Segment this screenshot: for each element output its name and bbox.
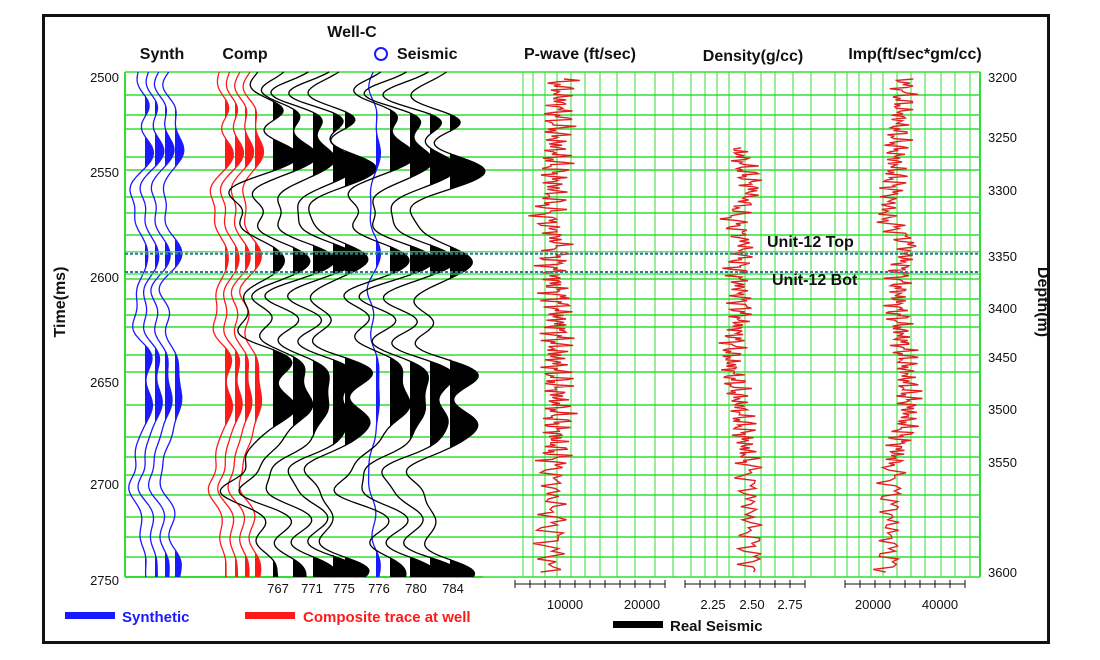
depth-tick: 3450: [988, 350, 1017, 365]
impedance-log: [873, 78, 923, 573]
composite-trace-fill: [255, 72, 264, 577]
well-synthetic-trace-fill: [376, 72, 381, 577]
seismic-marker-icon: [374, 47, 388, 61]
legend-composite: Composite trace at well: [303, 609, 471, 626]
time-tick: 2550: [90, 165, 119, 180]
title-well: Well-C: [327, 24, 377, 41]
panel-title-comp: Comp: [222, 46, 268, 63]
trace-label: 776: [368, 581, 390, 596]
figure-frame: Well-C Synth Comp Seismic P-wave (ft/sec…: [42, 14, 1051, 644]
legend-seismic-swatch: [613, 621, 663, 628]
time-tick: 2750: [90, 573, 119, 588]
time-tick: 2500: [90, 70, 119, 85]
panel-title-synth: Synth: [140, 46, 184, 63]
seismic-trace-fill: [345, 72, 377, 577]
synthetic-trace-fill: [155, 72, 164, 577]
depth-tick: 3200: [988, 70, 1017, 85]
legend-synthetic: Synthetic: [122, 609, 190, 626]
seismic-trace: [405, 71, 486, 578]
depth-tick: 3300: [988, 183, 1017, 198]
seismic-trace: [303, 71, 377, 578]
pwave-tick: 20000: [624, 597, 660, 612]
pwave-tick: 10000: [547, 597, 583, 612]
seismic-trace-fill: [410, 72, 435, 577]
well-tie-chart: Well-C Synth Comp Seismic P-wave (ft/sec…: [52, 24, 1051, 635]
time-tick: 2650: [90, 375, 119, 390]
time-tick: 2700: [90, 477, 119, 492]
well-logs: [528, 78, 923, 573]
synthetic-trace: [158, 71, 185, 578]
synthetic-trace: [137, 71, 165, 577]
depth-tick: 3400: [988, 301, 1017, 316]
composite-trace: [217, 71, 245, 578]
seismic-trace: [381, 71, 460, 578]
trace-label: 775: [333, 581, 355, 596]
depth-axis-label: Depth(m): [1034, 267, 1047, 337]
synthetic-trace: [128, 71, 155, 578]
trace-label: 771: [301, 581, 323, 596]
legend-seismic: Real Seismic: [670, 618, 763, 635]
density-tick: 2.75: [777, 597, 802, 612]
horizon-lines: [125, 251, 980, 275]
depth-tick: 3500: [988, 402, 1017, 417]
seismic-trace-fill: [450, 72, 485, 577]
imp-tick: 40000: [922, 597, 958, 612]
axis-text: Well-C Synth Comp Seismic P-wave (ft/sec…: [52, 24, 1051, 635]
density-tick: 2.50: [739, 597, 764, 612]
trace-label: 784: [442, 581, 464, 596]
legend-composite-swatch: [245, 612, 295, 619]
density-log: [718, 147, 763, 573]
trace-label: 767: [267, 581, 289, 596]
wiggle-traces: [128, 71, 486, 578]
imp-tick: 20000: [855, 597, 891, 612]
seismic-trace-fill: [293, 72, 317, 577]
time-tick: 2600: [90, 270, 119, 285]
depth-tick: 3350: [988, 249, 1017, 264]
panel-title-imp: Imp(ft/sec*gm/cc): [848, 46, 981, 63]
grid-lines: [124, 71, 981, 588]
depth-tick: 3250: [988, 130, 1017, 145]
seismic-trace-fill: [313, 72, 336, 577]
panel-title-seismic: Seismic: [397, 46, 458, 63]
time-axis-label: Time(ms): [52, 267, 69, 338]
pwave-log: [528, 78, 580, 573]
seismic-trace-fill: [430, 72, 459, 577]
panel-title-pwave: P-wave (ft/sec): [524, 46, 636, 63]
panel-title-density: Density(g/cc): [703, 48, 803, 65]
depth-tick: 3600: [988, 565, 1017, 580]
seismic-trace-fill: [390, 72, 415, 577]
trace-label: 780: [405, 581, 427, 596]
depth-tick: 3550: [988, 455, 1017, 470]
synthetic-trace-fill: [175, 72, 184, 577]
horizon-label-bot: Unit-12 Bot: [772, 272, 858, 289]
composite-trace: [207, 71, 234, 578]
horizon-label-top: Unit-12 Top: [767, 234, 854, 251]
density-tick: 2.25: [700, 597, 725, 612]
legend-synthetic-swatch: [65, 612, 115, 619]
